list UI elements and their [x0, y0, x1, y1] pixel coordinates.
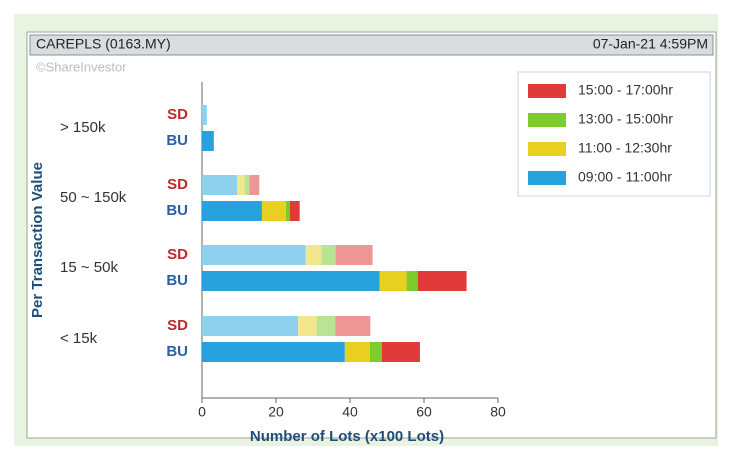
x-axis-label: Number of Lots (x100 Lots) [250, 428, 444, 445]
bar-segment [335, 245, 373, 265]
legend-swatch [528, 142, 566, 156]
x-tick-label: 20 [268, 404, 284, 420]
x-tick-label: 40 [342, 404, 358, 420]
side-label: SD [167, 106, 188, 123]
category-label: > 150k [60, 119, 106, 136]
side-label: SD [167, 246, 188, 263]
legend-swatch [528, 171, 566, 185]
category-label: 15 ~ 50k [60, 259, 118, 276]
watermark: ©ShareInvestor [36, 59, 127, 74]
category-label: 50 ~ 150k [60, 189, 127, 206]
chart-title: CAREPLS (0163.MY) [36, 36, 171, 52]
bar-segment [321, 245, 336, 265]
side-label: BU [166, 343, 188, 360]
bar-segment [344, 342, 370, 362]
legend-label: 15:00 - 17:00hr [578, 82, 673, 98]
bar-segment [244, 175, 250, 195]
legend-label: 11:00 - 12:30hr [578, 140, 672, 156]
x-tick-label: 0 [198, 404, 206, 420]
legend-swatch [528, 113, 566, 127]
bar-segment [202, 342, 345, 362]
bar-segment [202, 175, 238, 195]
bar-segment [202, 131, 214, 151]
legend-swatch [528, 84, 566, 98]
bar-segment [381, 342, 420, 362]
bar-segment [202, 201, 262, 221]
side-label: SD [167, 176, 188, 193]
bar-segment [202, 245, 306, 265]
x-tick-label: 80 [490, 404, 506, 420]
side-label: BU [166, 132, 188, 149]
bar-segment [316, 316, 336, 336]
side-label: BU [166, 272, 188, 289]
side-label: BU [166, 202, 188, 219]
side-label: SD [167, 317, 188, 334]
bar-segment [202, 105, 207, 125]
bar-segment [261, 201, 286, 221]
bar-segment [298, 316, 317, 336]
bar-segment [406, 271, 418, 291]
category-label: < 15k [60, 330, 98, 347]
bar-segment [417, 271, 467, 291]
bar-segment [202, 271, 380, 291]
bar-segment [202, 316, 299, 336]
bar-segment [249, 175, 260, 195]
bar-segment [237, 175, 245, 195]
bar-segment [289, 201, 300, 221]
timestamp: 07-Jan-21 4:59PM [593, 36, 708, 52]
bar-segment [369, 342, 382, 362]
bar-segment [305, 245, 322, 265]
x-tick-label: 60 [416, 404, 432, 420]
bar-segment [335, 316, 371, 336]
y-axis-label: Per Transaction Value [29, 162, 46, 318]
legend-label: 13:00 - 15:00hr [578, 111, 673, 127]
bar-segment [379, 271, 407, 291]
header-bar [29, 34, 714, 56]
bar-segment [285, 201, 290, 221]
legend-label: 09:00 - 11:00hr [578, 169, 672, 185]
